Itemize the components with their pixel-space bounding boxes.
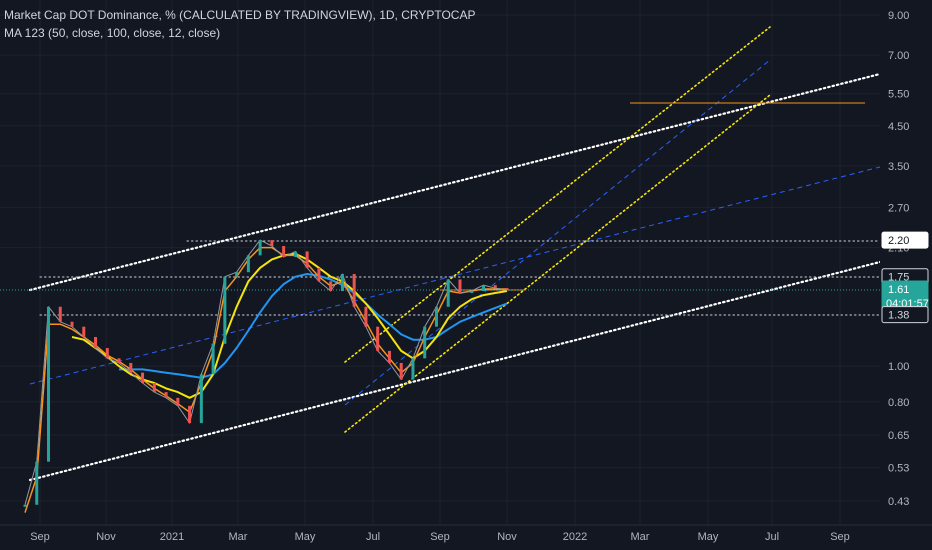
blue-dashed-trend-steep — [344, 59, 771, 406]
candle — [94, 336, 98, 349]
candle — [399, 362, 403, 380]
candle — [117, 358, 121, 363]
candle — [47, 306, 51, 462]
candle — [470, 291, 474, 294]
candle — [340, 273, 344, 292]
candle — [317, 267, 321, 282]
price-axis-tick: 2.70 — [888, 202, 909, 214]
candle — [446, 279, 450, 307]
candle — [493, 285, 497, 289]
candle — [270, 240, 274, 247]
candle — [376, 326, 380, 351]
price-tag-box — [881, 231, 929, 249]
time-axis-tick: May — [295, 531, 316, 543]
price-axis-tick: 9.00 — [888, 10, 909, 22]
price-axis-tick: 0.53 — [888, 463, 909, 475]
yellow-channel-lower — [344, 94, 771, 433]
candle — [258, 240, 262, 256]
time-axis-tick: 2021 — [160, 531, 184, 543]
price-axis-tick: 4.50 — [888, 121, 909, 133]
trendlines — [0, 26, 882, 482]
candle — [481, 285, 485, 292]
candle — [458, 279, 462, 294]
candle — [164, 392, 168, 398]
candle — [246, 255, 250, 273]
candle — [23, 504, 27, 507]
candle — [293, 251, 297, 257]
time-axis-tick: 2022 — [563, 531, 587, 543]
candle — [141, 372, 145, 383]
price-axis-tick: 0.43 — [888, 496, 909, 508]
time-axis-tick: Sep — [30, 531, 50, 543]
price-tag-label: 1.61 — [888, 284, 909, 296]
candle — [176, 397, 180, 406]
candle — [35, 461, 39, 505]
price-tag-box — [881, 306, 929, 324]
price-axis-bg — [880, 0, 932, 525]
yellow-channel-upper — [344, 26, 771, 363]
candle — [129, 362, 133, 373]
candle — [434, 306, 438, 327]
candle — [364, 306, 368, 327]
time-axis-tick: Sep — [830, 531, 850, 543]
candle — [105, 348, 109, 359]
price-axis-tick: 5.50 — [888, 89, 909, 101]
time-axis-tick: Jul — [366, 531, 380, 543]
series-price — [24, 239, 508, 505]
candle — [58, 306, 62, 322]
price-axis[interactable]: 9.007.005.504.503.502.702.101.000.800.65… — [880, 0, 932, 525]
candle — [423, 326, 427, 359]
candle — [235, 272, 239, 277]
blue-dashed-trend — [29, 166, 881, 385]
candle — [82, 326, 86, 337]
time-axis-tick: Sep — [430, 531, 450, 543]
candle — [199, 374, 203, 424]
symbol-title[interactable]: Market Cap DOT Dominance, % (CALCULATED … — [4, 8, 476, 22]
price-tag: 2.20 — [881, 231, 929, 249]
series-layer — [23, 239, 509, 513]
candle — [411, 358, 415, 380]
time-axis-tick: Nov — [96, 531, 116, 543]
time-axis-tick: Mar — [631, 531, 650, 543]
grid — [0, 0, 880, 525]
price-axis-tick: 3.50 — [888, 161, 909, 173]
candle — [329, 281, 333, 292]
chart-legend: Market Cap DOT Dominance, % (CALCULATED … — [4, 6, 475, 42]
series-ma-12 — [24, 246, 507, 513]
candle — [188, 405, 192, 424]
channel-upper-line — [28, 72, 882, 292]
time-axis[interactable]: Sep Nov 2021 Mar May Jul Sep Nov 2022 Mar May Jul Se… — [0, 524, 932, 543]
price-tag: 1.38 — [881, 306, 929, 324]
time-axis-tick: Nov — [497, 531, 517, 543]
time-axis-tick: May — [698, 531, 719, 543]
candle — [505, 288, 509, 291]
price-axis-tick: 1.00 — [888, 361, 909, 373]
candle — [352, 273, 356, 307]
time-axis-tick: Mar — [229, 531, 248, 543]
series-ma-50 — [71, 252, 508, 399]
price-axis-tick: 0.80 — [888, 397, 909, 409]
price-axis-tick: 7.00 — [888, 50, 909, 62]
candle — [152, 382, 156, 393]
candle — [70, 321, 74, 327]
candle — [387, 350, 391, 363]
candle — [282, 246, 286, 257]
time-axis-tick: Jul — [765, 531, 779, 543]
channel-lower-line — [28, 260, 882, 482]
candle — [211, 343, 215, 375]
indicator-title[interactable]: MA 123 (50, close, 100, close, 12, close… — [4, 26, 221, 40]
price-tag-label: 2.20 — [888, 235, 909, 247]
candle — [305, 251, 309, 268]
candle — [223, 276, 227, 344]
price-tag-label: 1.38 — [888, 310, 909, 322]
price-axis-tick: 0.65 — [888, 430, 909, 442]
